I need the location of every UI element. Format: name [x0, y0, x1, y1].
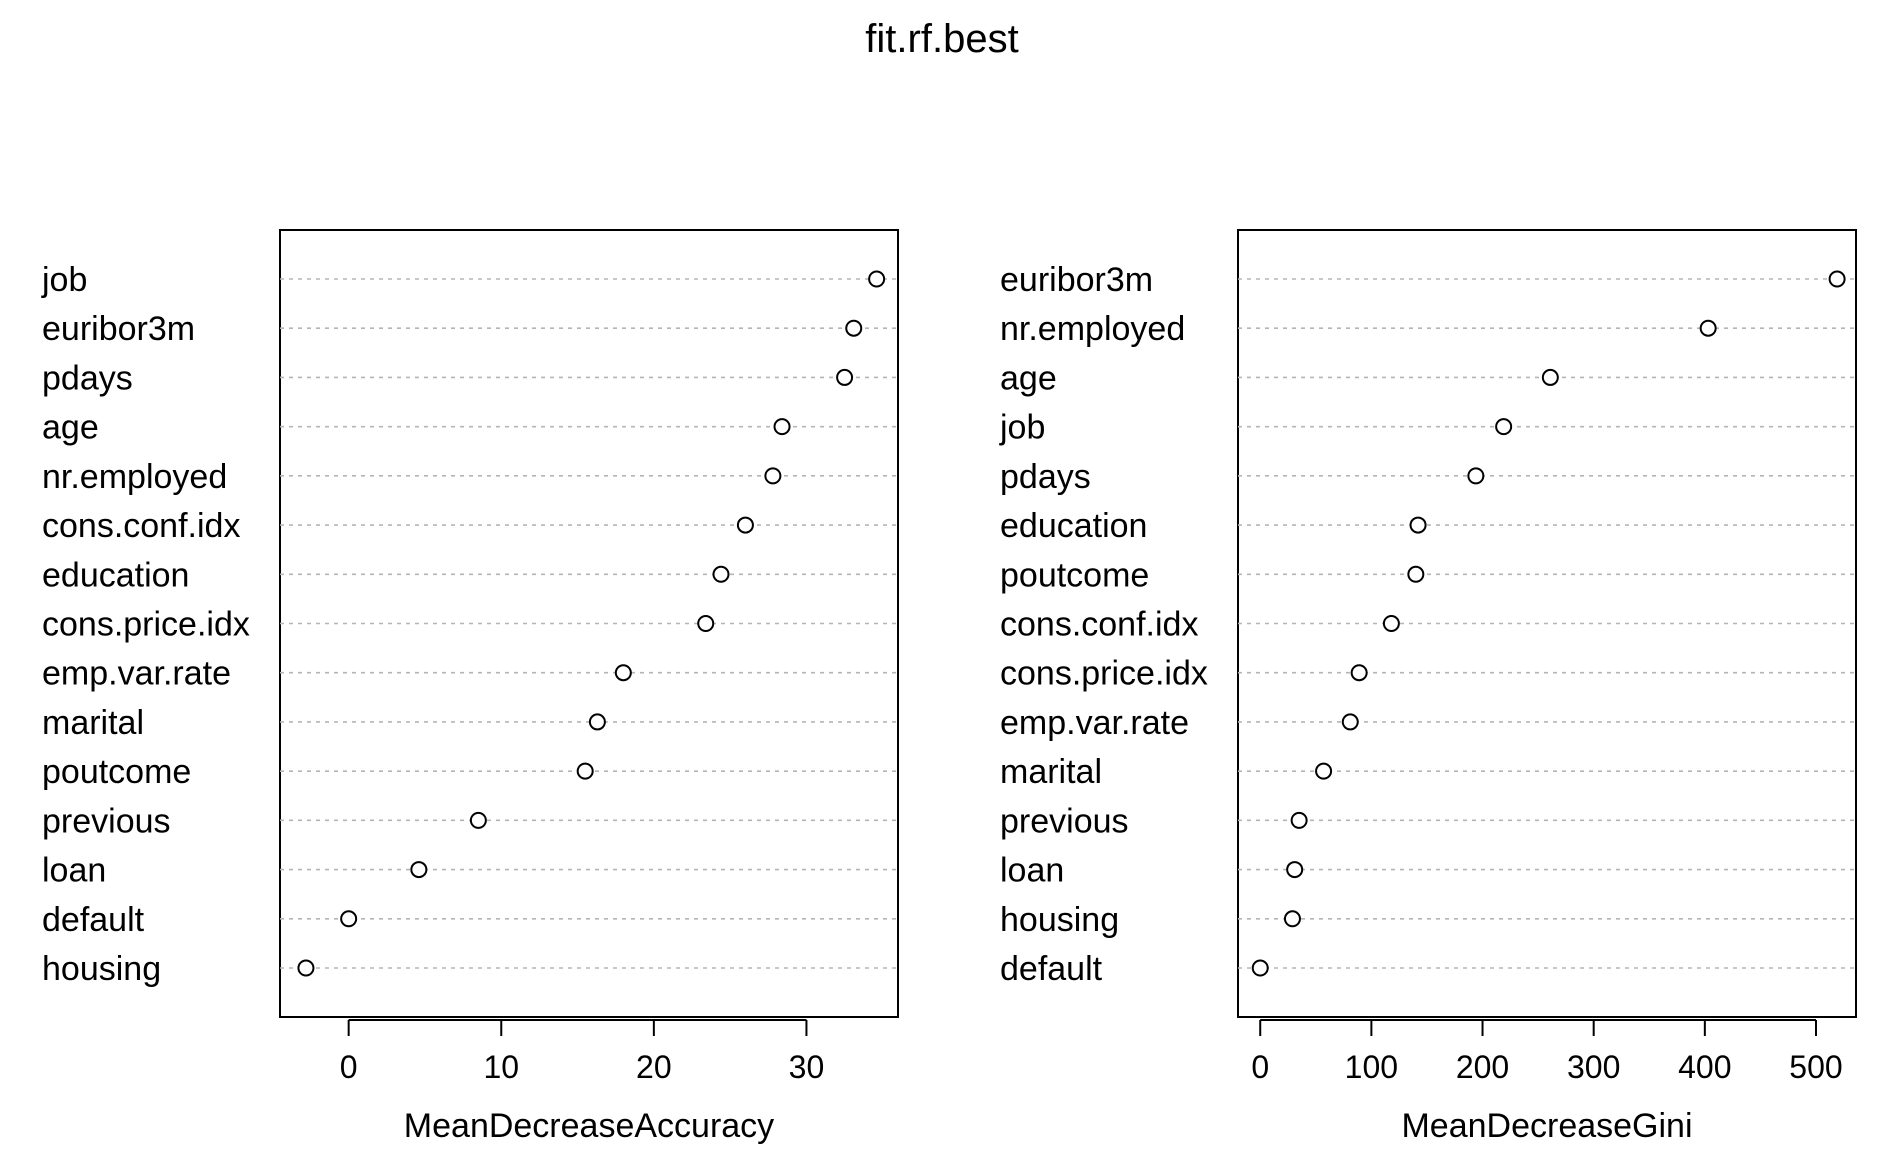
data-point: [1350, 664, 1368, 682]
category-label: cons.conf.idx: [1000, 606, 1198, 644]
data-point: [712, 565, 730, 583]
data-point: [576, 762, 594, 780]
category-label: poutcome: [1000, 556, 1149, 594]
category-label: job: [41, 261, 87, 299]
category-label: default: [1000, 950, 1103, 988]
x-tick-label: 200: [1456, 1049, 1509, 1085]
category-label: nr.employed: [42, 458, 227, 496]
data-point: [469, 811, 487, 829]
data-point: [340, 910, 358, 928]
data-point: [1541, 368, 1559, 386]
category-label: emp.var.rate: [1000, 704, 1189, 742]
data-point: [1409, 516, 1427, 534]
category-label: pdays: [42, 359, 133, 397]
x-tick-label: 20: [636, 1049, 672, 1085]
category-label: previous: [1000, 802, 1129, 840]
category-label: marital: [42, 704, 144, 742]
data-point: [1286, 861, 1304, 879]
data-point: [410, 861, 428, 879]
category-label: loan: [42, 852, 106, 890]
data-point: [297, 959, 315, 977]
data-point: [1495, 418, 1513, 436]
x-tick-label: 400: [1678, 1049, 1731, 1085]
category-label: marital: [1000, 753, 1102, 791]
x-tick-label: 0: [1251, 1049, 1269, 1085]
category-label: euribor3m: [42, 310, 195, 348]
category-label: nr.employed: [1000, 310, 1185, 348]
category-label: job: [999, 409, 1045, 447]
category-label: cons.price.idx: [1000, 655, 1208, 693]
panel-mean-decrease-gini: euribor3m nr.employed age job pdays education…: [999, 229, 1857, 1145]
x-tick-label: 100: [1345, 1049, 1398, 1085]
category-label: housing: [1000, 901, 1119, 939]
panel-mean-decrease-accuracy: job euribor3m pdays age nr.employed cons.conf…: [41, 229, 899, 1145]
data-point: [588, 713, 606, 731]
data-point: [1699, 319, 1717, 337]
data-point: [773, 418, 791, 436]
category-label: housing: [42, 950, 161, 988]
x-tick-label: 10: [483, 1049, 519, 1085]
data-point: [1290, 811, 1308, 829]
data-point: [1315, 762, 1333, 780]
x-tick-label: 30: [789, 1049, 825, 1085]
category-label: default: [42, 901, 145, 939]
category-label: education: [1000, 507, 1147, 545]
category-label: pdays: [1000, 458, 1091, 496]
data-point: [1382, 615, 1400, 632]
category-label: euribor3m: [1000, 261, 1153, 299]
data-point: [1828, 270, 1846, 288]
category-label: education: [42, 556, 189, 594]
x-tick-label: 500: [1789, 1049, 1842, 1085]
data-point: [836, 368, 854, 386]
category-label: loan: [1000, 852, 1064, 890]
data-point: [614, 664, 632, 682]
category-label: age: [1000, 359, 1057, 397]
category-label: age: [42, 409, 99, 447]
data-point: [1467, 467, 1485, 485]
category-label: cons.conf.idx: [42, 507, 240, 545]
category-label: emp.var.rate: [42, 655, 231, 693]
data-point: [1407, 565, 1425, 583]
data-point: [845, 319, 863, 337]
x-tick-label: 0: [340, 1049, 358, 1085]
category-label: previous: [42, 802, 171, 840]
data-point: [697, 615, 715, 632]
x-axis-title: MeanDecreaseAccuracy: [404, 1107, 774, 1145]
data-point: [736, 516, 754, 534]
data-point: [1341, 713, 1359, 731]
data-point: [868, 270, 886, 288]
data-point: [1251, 959, 1269, 977]
data-point: [1283, 910, 1301, 928]
category-label: cons.price.idx: [42, 606, 250, 644]
x-tick-label: 300: [1567, 1049, 1620, 1085]
chart-title: fit.rf.best: [865, 17, 1018, 61]
x-axis-title: MeanDecreaseGini: [1401, 1107, 1692, 1145]
data-point: [764, 467, 782, 485]
category-label: poutcome: [42, 753, 191, 791]
